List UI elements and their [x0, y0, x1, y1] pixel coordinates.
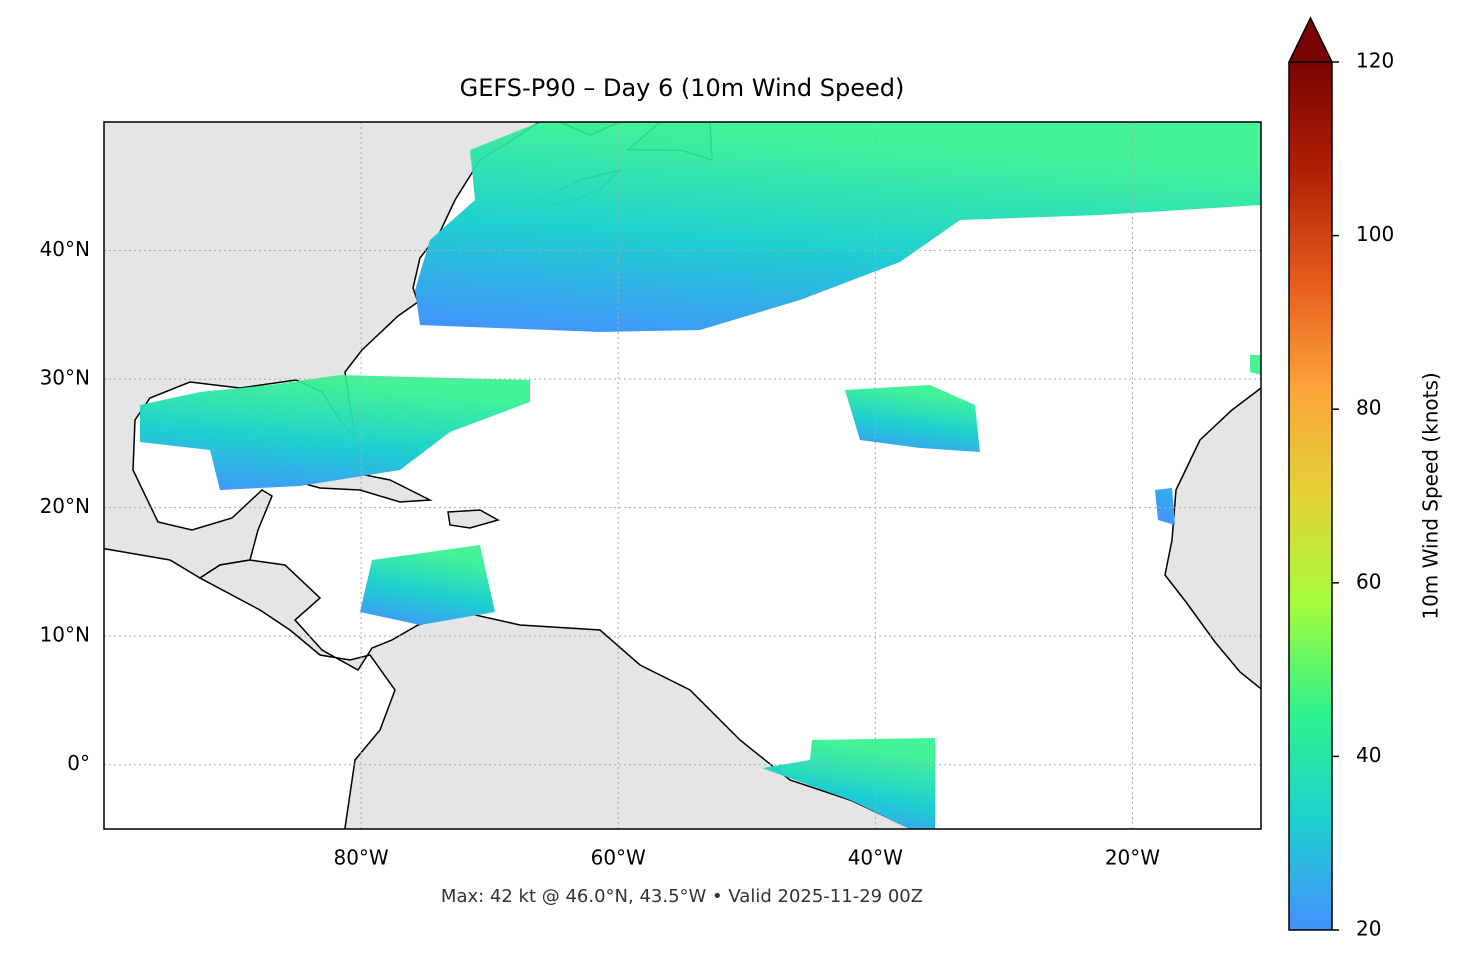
x-tick-label: 80°W	[333, 846, 388, 870]
wind-equatorial	[762, 738, 935, 829]
footer-note: Max: 42 kt @ 46.0°N, 43.5°W • Valid 2025…	[441, 886, 923, 907]
y-tick-label: 40°N	[40, 237, 90, 261]
central-south-america	[198, 559, 913, 829]
y-tick-label: 30°N	[40, 366, 90, 390]
colorbar-tick-label: 100	[1356, 222, 1394, 246]
map-area	[104, 122, 1261, 829]
africa	[1164, 387, 1261, 690]
colorbar-tick-label: 80	[1356, 396, 1381, 420]
colorbar-tick-label: 20	[1356, 917, 1381, 941]
map-frame	[103, 121, 1262, 830]
chart-title: GEFS-P90 – Day 6 (10m Wind Speed)	[460, 74, 905, 102]
wind-central-atlantic	[845, 385, 980, 452]
y-tick-label: 0°	[67, 751, 90, 775]
colorbar-tick-label: 120	[1356, 49, 1394, 73]
x-tick-label: 40°W	[848, 846, 903, 870]
wind-gulf	[140, 375, 530, 490]
wind-north-atlantic	[415, 122, 1261, 332]
colorbar: 10m Wind Speed (knots) 20 40 60 80 100 120	[1287, 16, 1443, 941]
y-tick-label: 20°N	[40, 494, 90, 518]
colorbar-tick-label: 60	[1356, 569, 1381, 593]
wind-caribbean	[360, 545, 495, 625]
x-tick-label: 20°W	[1105, 846, 1160, 870]
colorbar-extend	[1287, 16, 1334, 63]
colorbar-tick-label: 40	[1356, 743, 1381, 767]
colorbar-ramp	[1289, 62, 1332, 930]
y-tick-label: 10°N	[40, 623, 90, 647]
colorbar-frame	[1288, 62, 1333, 931]
x-tick-label: 60°W	[591, 846, 646, 870]
colorbar-label: 10m Wind Speed (knots)	[1419, 372, 1443, 619]
hispaniola	[447, 509, 500, 529]
